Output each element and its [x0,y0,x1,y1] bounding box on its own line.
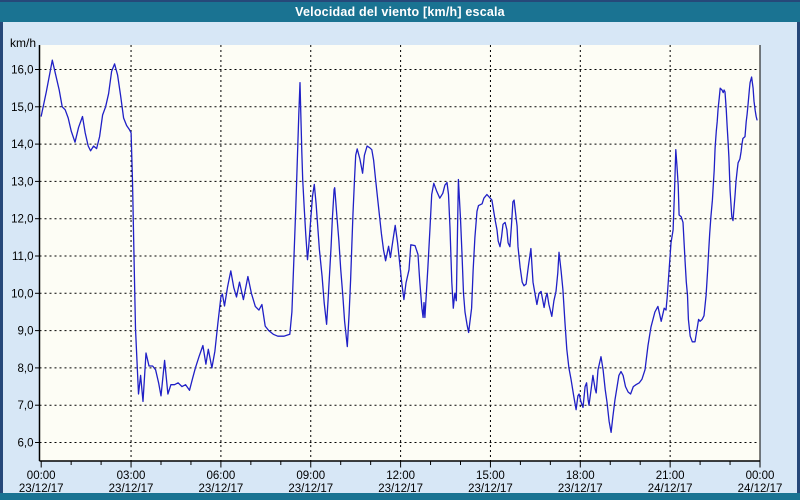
bottom-bar [0,493,800,500]
svg-text:10,0: 10,0 [11,288,33,300]
svg-text:9,0: 9,0 [18,326,34,338]
x-axis-ticks [40,461,761,468]
svg-text:23/12/17: 23/12/17 [378,483,423,495]
svg-text:23/12/17: 23/12/17 [558,483,603,495]
svg-text:11,0: 11,0 [12,251,34,263]
svg-text:23/12/17: 23/12/17 [19,483,64,495]
svg-text:16,0: 16,0 [11,65,33,77]
svg-text:12:00: 12:00 [386,470,415,482]
svg-text:23/12/17: 23/12/17 [288,483,333,495]
svg-text:15,0: 15,0 [11,102,33,114]
svg-text:18:00: 18:00 [566,470,595,482]
svg-text:06:00: 06:00 [207,470,236,482]
svg-text:24/12/17: 24/12/17 [648,483,693,495]
svg-text:09:00: 09:00 [296,470,325,482]
x-tick-labels: 00:0023/12/1703:0023/12/1706:0023/12/170… [19,470,783,495]
svg-text:8,0: 8,0 [18,363,34,375]
chart-title: Velocidad del viento [km/h] escala [295,5,505,19]
svg-text:13,0: 13,0 [11,176,33,188]
svg-text:23/12/17: 23/12/17 [468,483,513,495]
svg-text:23/12/17: 23/12/17 [109,483,154,495]
vertical-gridlines [130,45,671,461]
svg-text:23/12/17: 23/12/17 [199,483,244,495]
y-axis-unit-label: km/h [10,36,37,50]
y-tick-labels: 16,0 15,0 14,0 13,0 12,0 11,0 10,0 9,0 8,0 7,0 6,0 [11,65,33,450]
window-title-bar: Velocidad del viento [km/h] escala [0,0,800,22]
svg-text:14,0: 14,0 [11,139,33,151]
plot-background [39,45,760,461]
svg-text:6,0: 6,0 [18,438,34,450]
wind-speed-line [40,59,758,434]
y-axis-ticks [35,69,40,443]
window-border-left [0,0,3,493]
svg-text:03:00: 03:00 [117,470,146,482]
svg-text:7,0: 7,0 [18,400,34,412]
svg-text:12,0: 12,0 [11,214,33,226]
horizontal-gridlines [39,69,760,443]
svg-text:00:00: 00:00 [27,470,56,482]
svg-text:00:00: 00:00 [746,470,775,482]
svg-text:21:00: 21:00 [656,470,685,482]
svg-text:24/12/17: 24/12/17 [738,483,783,495]
svg-text:15:00: 15:00 [476,470,505,482]
window-border-right [797,0,800,493]
